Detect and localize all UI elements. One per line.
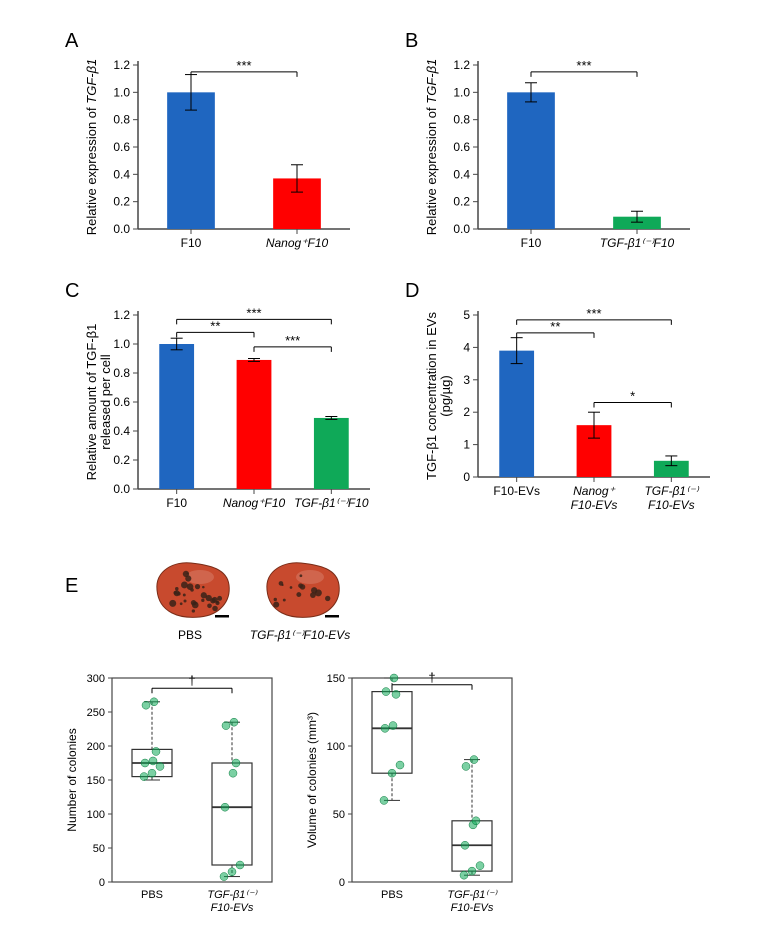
svg-text:***: *** [236, 58, 251, 73]
svg-text:1.2: 1.2 [453, 58, 470, 72]
panel-c-label: C [65, 280, 79, 303]
svg-text:PBS: PBS [141, 889, 163, 901]
svg-text:3: 3 [463, 373, 470, 387]
svg-text:0.2: 0.2 [113, 195, 130, 209]
svg-text:0.2: 0.2 [453, 195, 470, 209]
svg-text:0: 0 [463, 470, 470, 484]
svg-text:F10-EVs: F10-EVs [571, 498, 618, 512]
panel-b-label: B [405, 30, 418, 53]
svg-text:0.4: 0.4 [113, 167, 130, 181]
svg-text:TGF-β1⁽⁻⁾: TGF-β1⁽⁻⁾ [207, 889, 258, 901]
panel-e-number-boxplot: 0 50 100 150 200 250 300 PBS TGF-β1⁽⁻⁾F10-EVs † Nu… [60, 660, 280, 930]
svg-text:TGF-β1⁽⁻⁾: TGF-β1⁽⁻⁾ [447, 889, 498, 901]
svg-text:Number of colonies: Number of colonies [65, 728, 79, 831]
svg-text:1.2: 1.2 [113, 308, 130, 322]
svg-text:0.0: 0.0 [453, 222, 470, 236]
svg-text:0.6: 0.6 [113, 140, 130, 154]
panel-e-volume-boxplot: 0 50 100 150 PBS TGF-β1⁽⁻⁾F10-EVs † Volume of c… [300, 660, 520, 930]
svg-text:†: † [428, 670, 435, 685]
panel-b-chart: 0.0 0.2 0.4 0.6 0.8 1.0 1.2 F10 TGF-β1⁽⁻⁾F10 *** R… [420, 45, 700, 265]
svg-text:†: † [188, 673, 195, 688]
panel-c-chart: 0.0 0.2 0.4 0.6 0.8 1.0 1.2 F10 Nanog⁺F10 TGF-β1⁽… [80, 295, 380, 525]
svg-text:TGF-β1 concentration in EVs: TGF-β1 concentration in EVs [424, 312, 439, 480]
svg-text:0.8: 0.8 [113, 366, 130, 380]
svg-text:4: 4 [463, 340, 470, 354]
lung-label-pbs: PBS [145, 628, 235, 642]
svg-text:150: 150 [327, 673, 345, 685]
svg-text:200: 200 [87, 741, 105, 753]
panel-a-chart: 0.0 0.2 0.4 0.6 0.8 1.0 1.2 F10 Nanog⁺F10 *** Rela… [80, 45, 360, 265]
svg-text:5: 5 [463, 308, 470, 322]
svg-text:1.2: 1.2 [113, 58, 130, 72]
svg-text:F10: F10 [181, 236, 202, 250]
svg-text:**: ** [210, 318, 220, 333]
svg-text:0.4: 0.4 [453, 167, 470, 181]
svg-text:Volume of colonies (mm³): Volume of colonies (mm³) [305, 712, 319, 848]
svg-text:***: *** [285, 333, 300, 348]
svg-text:100: 100 [327, 741, 345, 753]
panel-d-label: D [405, 280, 419, 303]
svg-text:50: 50 [93, 843, 105, 855]
svg-text:Relative expression of TGF-β1: Relative expression of TGF-β1 [84, 59, 99, 236]
svg-text:1.0: 1.0 [113, 337, 130, 351]
lung-image-pbs [145, 555, 235, 625]
lung-label-kd: TGF-β1⁽⁻⁾F10-EVs [235, 628, 365, 642]
svg-text:Relative expression of TGF-β1: Relative expression of TGF-β1 [424, 59, 439, 236]
lung-image-kd [255, 555, 345, 625]
svg-text:TGF-β1⁽⁻⁾F10: TGF-β1⁽⁻⁾F10 [294, 496, 369, 510]
svg-text:***: *** [576, 58, 591, 73]
svg-text:F10-EVs: F10-EVs [451, 902, 494, 914]
svg-text:0.0: 0.0 [113, 222, 130, 236]
svg-text:0.8: 0.8 [453, 113, 470, 127]
svg-text:(pg/µg): (pg/µg) [438, 375, 453, 416]
svg-text:**: ** [550, 319, 560, 334]
figure-page: A B C D E 0.0 0.2 0.4 0.6 0.8 1.0 1.2 F10 Nanog⁺… [0, 0, 758, 952]
svg-text:F10-EVs: F10-EVs [211, 902, 254, 914]
svg-text:F10-EVs: F10-EVs [493, 484, 540, 498]
svg-text:50: 50 [333, 809, 345, 821]
svg-text:150: 150 [87, 775, 105, 787]
svg-text:0.2: 0.2 [113, 453, 130, 467]
svg-text:TGF-β1⁽⁻⁾: TGF-β1⁽⁻⁾ [644, 484, 699, 498]
svg-text:300: 300 [87, 673, 105, 685]
svg-text:F10: F10 [166, 496, 187, 510]
svg-text:Nanog⁺F10: Nanog⁺F10 [266, 236, 329, 250]
svg-text:0.8: 0.8 [113, 113, 130, 127]
svg-text:0: 0 [99, 877, 105, 889]
panel-d-chart: 012345F10-EVsNanog⁺F10-EVsTGF-β1⁽⁻⁾F10-E… [420, 295, 720, 525]
svg-text:250: 250 [87, 707, 105, 719]
svg-text:2: 2 [463, 405, 470, 419]
svg-text:F10-EVs: F10-EVs [648, 498, 695, 512]
svg-text:0: 0 [339, 877, 345, 889]
svg-text:*: * [630, 388, 635, 403]
svg-text:1: 1 [463, 438, 470, 452]
svg-text:0.6: 0.6 [113, 395, 130, 409]
svg-text:0.4: 0.4 [113, 424, 130, 438]
svg-text:TGF-β1⁽⁻⁾F10: TGF-β1⁽⁻⁾F10 [600, 236, 675, 250]
svg-text:0.0: 0.0 [113, 482, 130, 496]
svg-text:1.0: 1.0 [453, 85, 470, 99]
svg-text:PBS: PBS [381, 889, 403, 901]
svg-text:100: 100 [87, 809, 105, 821]
panel-a-label: A [65, 30, 78, 53]
svg-text:F10: F10 [521, 236, 542, 250]
svg-text:***: *** [586, 306, 601, 321]
svg-text:1.0: 1.0 [113, 85, 130, 99]
svg-text:0.6: 0.6 [453, 140, 470, 154]
svg-text:released per cell: released per cell [98, 354, 113, 449]
svg-text:***: *** [246, 305, 261, 320]
svg-text:Nanog⁺: Nanog⁺ [573, 484, 616, 498]
svg-text:Nanog⁺F10: Nanog⁺F10 [223, 496, 286, 510]
svg-text:Relative amount of TGF-β1: Relative amount of TGF-β1 [84, 324, 99, 481]
panel-e-label: E [65, 575, 78, 598]
